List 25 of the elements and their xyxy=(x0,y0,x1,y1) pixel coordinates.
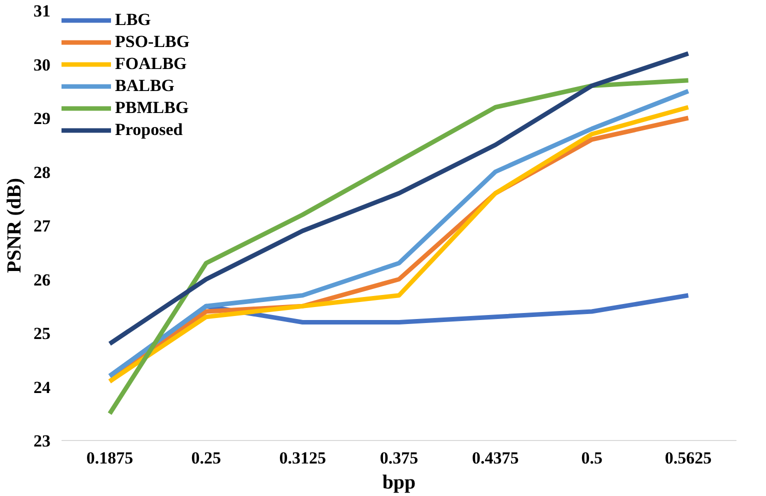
y-tick-label: 29 xyxy=(34,109,50,128)
x-tick-label: 0.4375 xyxy=(472,448,519,468)
x-tick-label: 0.375 xyxy=(380,448,418,468)
x-tick-label: 0.5 xyxy=(581,448,602,468)
y-tick-label: 26 xyxy=(34,270,50,290)
x-tick-label: 0.3125 xyxy=(279,448,326,468)
y-tick-label: 27 xyxy=(34,216,51,236)
x-axis-title: bpp xyxy=(382,472,416,494)
y-tick-label: 25 xyxy=(34,324,50,343)
line-series xyxy=(107,51,691,346)
y-tick-label: 24 xyxy=(34,378,51,397)
y-tick-label: 28 xyxy=(34,162,50,182)
x-tick-label: 0.1875 xyxy=(86,448,134,468)
legend-label: PSO-LBG xyxy=(115,32,190,52)
legend-label: FOALBG xyxy=(115,54,187,74)
legend-label: PBMLBG xyxy=(115,98,189,118)
x-tick-label: 0.5625 xyxy=(664,448,712,468)
y-tick-label: 23 xyxy=(34,432,50,450)
y-axis-title: PSNR (dB) xyxy=(4,178,26,274)
y-tick-label: 30 xyxy=(34,55,50,74)
legend-label: BALBG xyxy=(115,76,175,96)
legend-label: LBG xyxy=(115,10,151,30)
x-tick-label: 0.25 xyxy=(191,448,222,468)
legend-label: Proposed xyxy=(115,120,183,140)
y-tick-label: 31 xyxy=(34,2,50,20)
